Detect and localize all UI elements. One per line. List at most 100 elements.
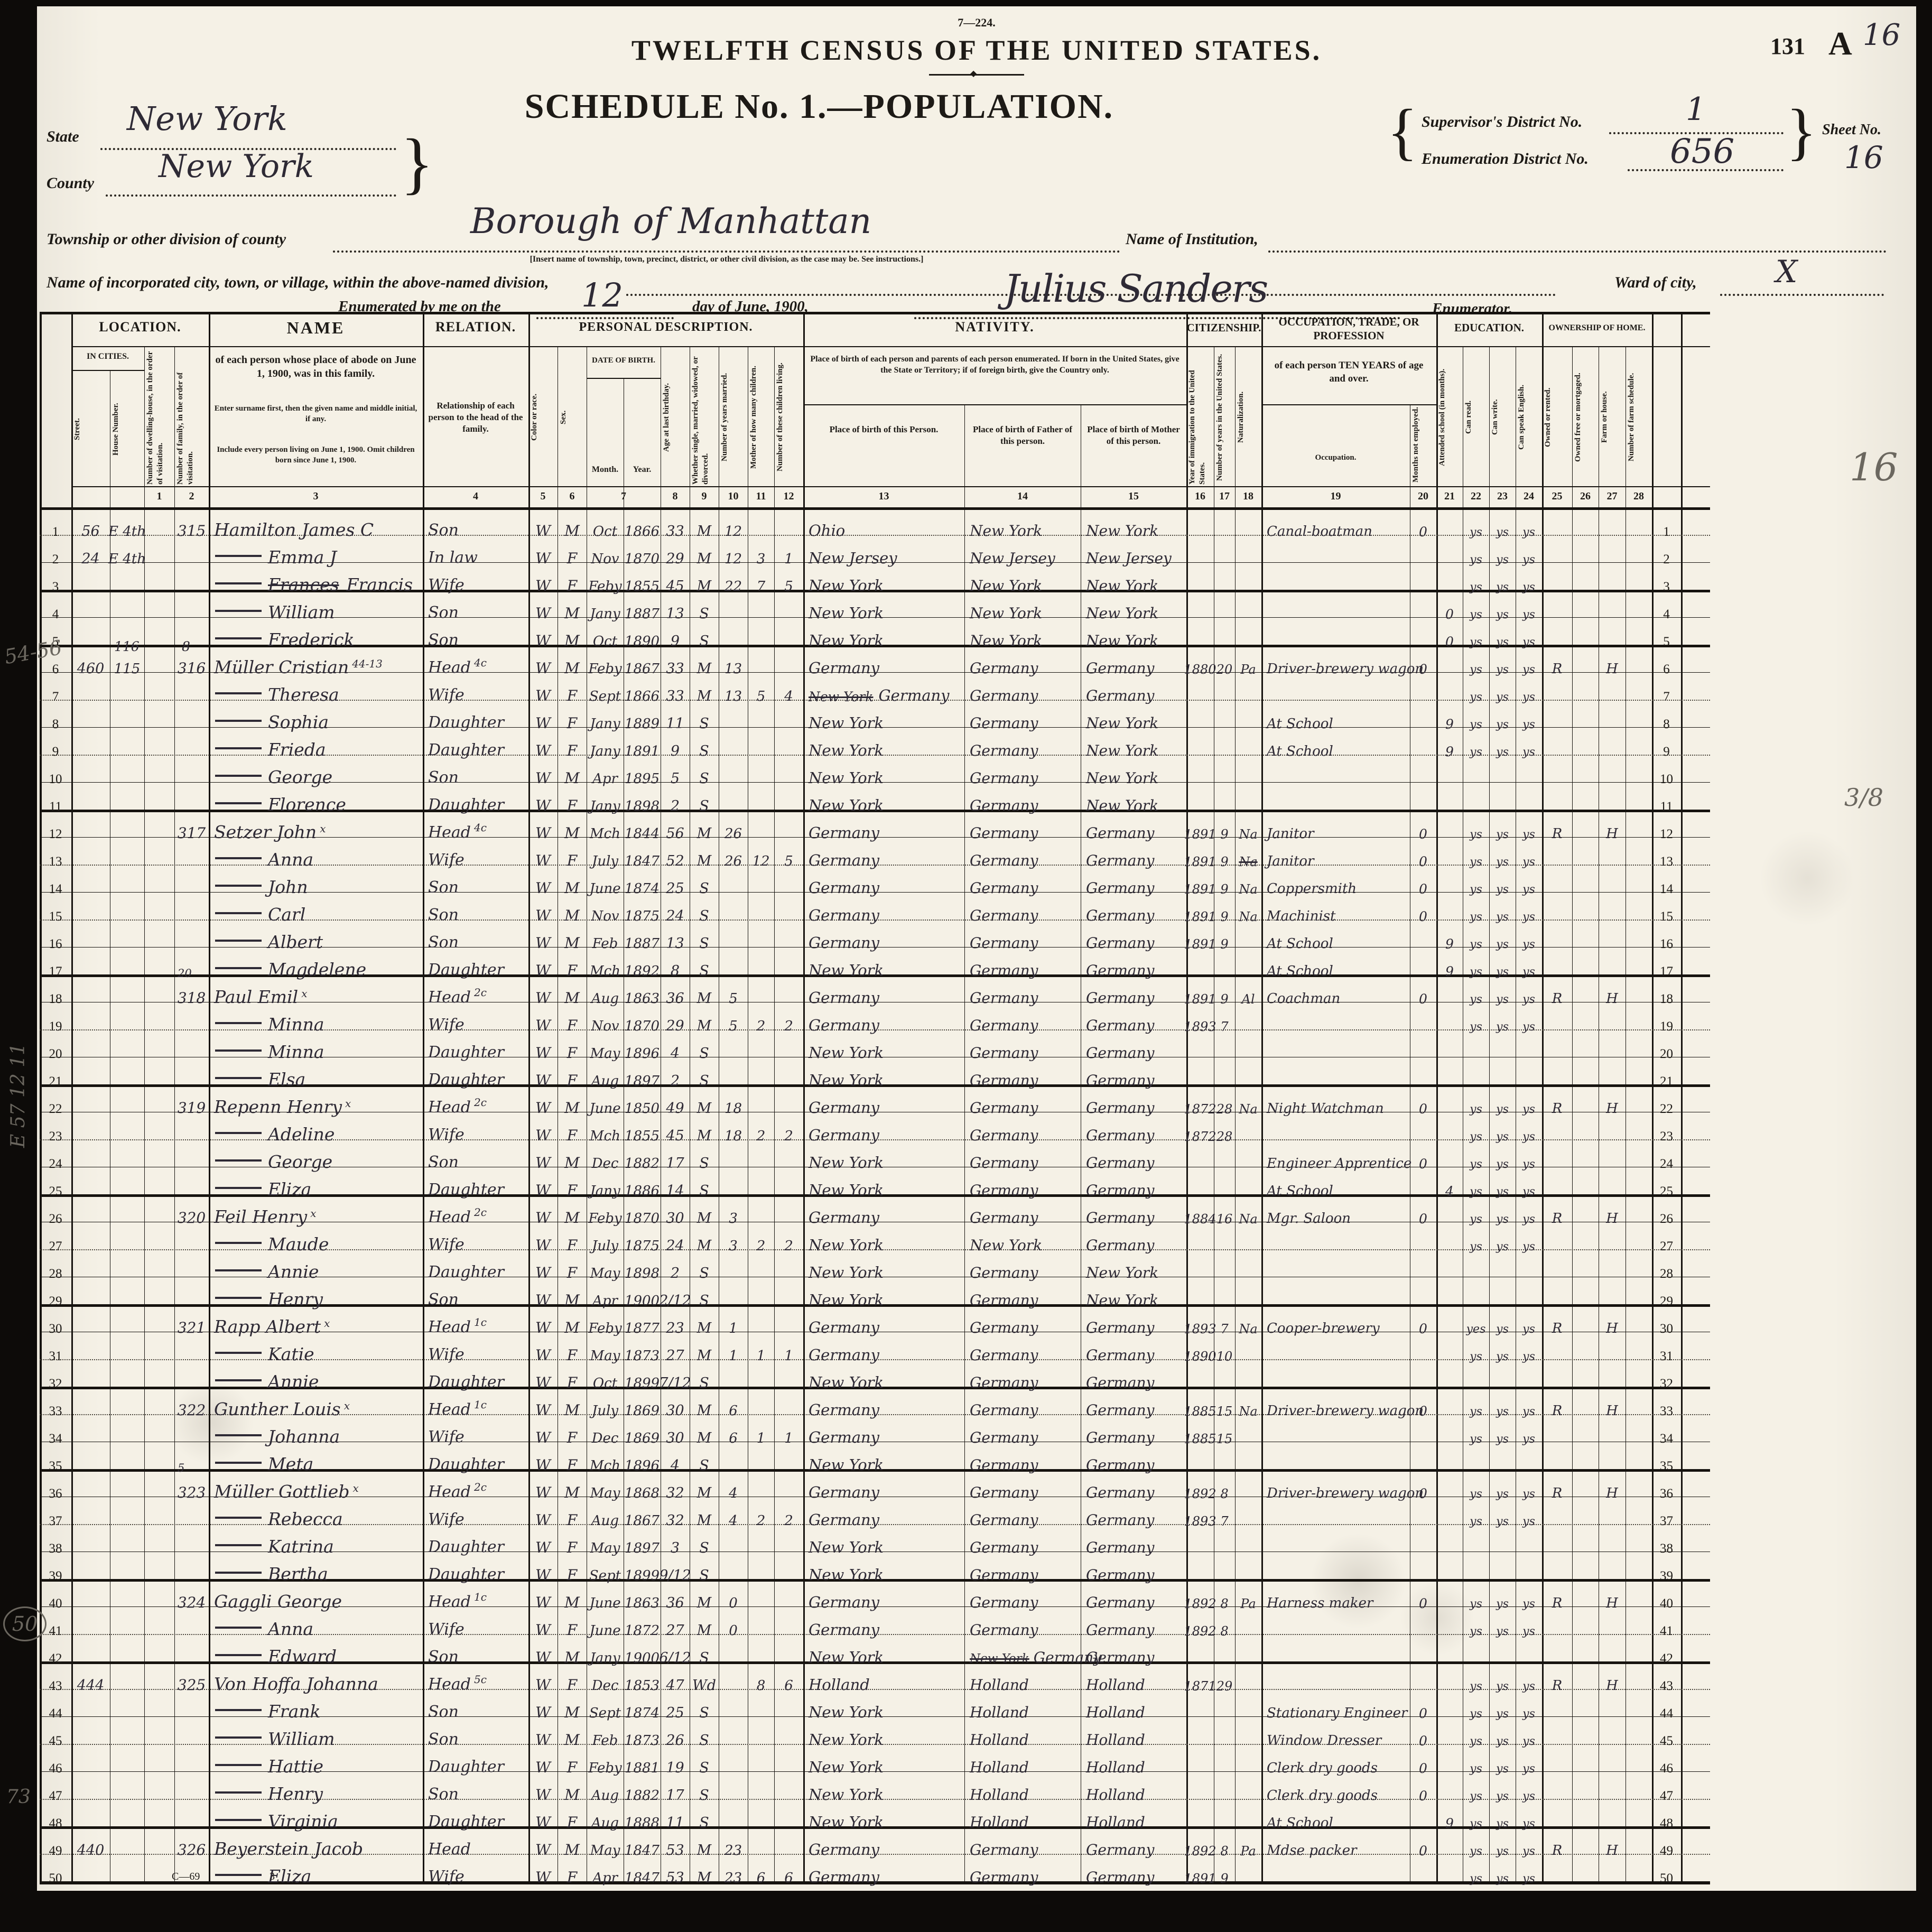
- cell-age: 24: [666, 1238, 684, 1254]
- cell-street: [71, 562, 110, 590]
- line-number-right: 42: [1660, 1651, 1673, 1666]
- cell-free-mortgaged: [1572, 1689, 1599, 1716]
- cell-color-race: W: [535, 1429, 551, 1446]
- cell-house-number: [110, 1359, 144, 1387]
- cell-color-race: W: [535, 1704, 551, 1721]
- cell-dwelling-number: [144, 1661, 174, 1689]
- cell-marital-status: S: [699, 908, 709, 924]
- cell-attended-school: [1436, 1771, 1463, 1799]
- cell-immigration-year: [1186, 755, 1214, 782]
- cell-sex: F: [566, 1869, 578, 1886]
- cell-relation: Wife: [428, 686, 465, 704]
- cell-can-write: ys: [1496, 526, 1509, 539]
- cell-can-write: ys: [1496, 1323, 1509, 1336]
- cell-mother-birthplace: Holland: [1086, 1814, 1145, 1831]
- printer-mark-number: 3: [270, 1871, 275, 1882]
- cell-relation: Daughter: [428, 1538, 504, 1556]
- cell-birth-month: Jany: [590, 1183, 620, 1199]
- cell-street: [71, 1194, 110, 1222]
- cell-street: [71, 782, 110, 810]
- cell-dwelling-number: [144, 1799, 174, 1826]
- cell-marital-status: S: [699, 1183, 709, 1199]
- cell-street: [71, 1139, 110, 1167]
- cell-years-in-us: 8: [1220, 1624, 1229, 1639]
- cell-speak-english: ys: [1522, 1103, 1535, 1116]
- cell-months-unemployed: 0: [1419, 1211, 1427, 1227]
- cell-owned-rented: [1542, 1112, 1572, 1139]
- cell-birth-month: May: [590, 1485, 620, 1501]
- rule: [40, 1771, 1710, 1772]
- cell-color-race: W: [535, 962, 551, 979]
- line-number-right: 40: [1660, 1596, 1673, 1611]
- cell-father-birthplace: Germany: [970, 1374, 1038, 1391]
- column-number: 17: [1219, 490, 1230, 502]
- cell-owned-rented: [1542, 1799, 1572, 1826]
- cell-years-married: [719, 1249, 748, 1277]
- cell-years-married: [719, 1442, 748, 1469]
- cell-house-number: [110, 1634, 144, 1661]
- line-number-left: 14: [49, 882, 62, 896]
- cell-age: 45: [666, 1128, 684, 1144]
- cell-house-number: [110, 947, 144, 974]
- county-value: New York: [159, 148, 314, 185]
- cell-farm-house: [1599, 1744, 1626, 1771]
- cell-farm-house: [1599, 1634, 1626, 1661]
- cell-family-number: [174, 727, 209, 755]
- cell-immigration-year: [1186, 1167, 1214, 1194]
- cell-mother-birthplace: New York: [1086, 632, 1159, 649]
- rule: [40, 755, 1710, 756]
- cell-months-unemployed: [1410, 1414, 1436, 1442]
- cell-farm-house: [1599, 1167, 1626, 1194]
- cell-marital-status: S: [699, 1073, 709, 1089]
- cell-street: [71, 755, 110, 782]
- cell-months-unemployed: 0: [1419, 1486, 1427, 1501]
- cell-color-race: W: [535, 1209, 551, 1227]
- cell-mother-birthplace: New Jersey: [1086, 550, 1172, 567]
- cell-birth-year: 1889: [624, 716, 660, 732]
- cell-birth-year: 1873: [624, 1348, 660, 1364]
- cell-attended-school: 9: [1445, 717, 1454, 732]
- cell-family-number: [174, 1057, 209, 1084]
- cell-mother-birthplace: Germany: [1086, 1099, 1155, 1117]
- cell-attended-school: 0: [1445, 634, 1454, 649]
- cell-attended-school: [1436, 1359, 1463, 1387]
- rule: [40, 919, 1710, 921]
- cell-name: Henry: [209, 1771, 428, 1803]
- cell-street: 56: [81, 523, 100, 540]
- cell-marital-status: M: [696, 1622, 712, 1639]
- cell-house-number: [110, 562, 144, 590]
- cell-immigration-year: 1885: [1184, 1404, 1216, 1419]
- cell-mother-birthplace: Germany: [1086, 1566, 1155, 1584]
- cell-birth-year: 1897: [624, 1073, 660, 1089]
- cell-mother-birthplace: Germany: [1086, 852, 1155, 869]
- cell-can-read: ys: [1470, 1433, 1482, 1446]
- cell-farm-house: [1599, 919, 1626, 947]
- cell-years-in-us: [1214, 1524, 1235, 1552]
- cell-farm-schedule: [1626, 1112, 1652, 1139]
- cell-family-number: 316: [177, 660, 206, 677]
- cell-age: 13: [666, 935, 684, 952]
- cell-father-birthplace: Holland: [970, 1759, 1029, 1776]
- cell-immigration-year: [1186, 947, 1214, 974]
- cell-children-living: [774, 1826, 803, 1854]
- cell-years-married: [719, 590, 748, 617]
- cell-immigration-year: 1890: [1184, 1349, 1216, 1364]
- cell-farm-schedule: [1626, 672, 1652, 700]
- rule: [40, 645, 1710, 647]
- cell-street: [71, 700, 110, 727]
- cell-sex: F: [566, 1017, 578, 1034]
- cell-dwelling-number: [144, 1634, 174, 1661]
- cell-birthplace: New York: [809, 1181, 884, 1199]
- cell-farm-schedule: [1626, 1002, 1652, 1029]
- enumeration-label: Enumeration District No.: [1422, 150, 1589, 168]
- cell-occupation: Clerk dry goods: [1267, 1760, 1378, 1776]
- cell-farm-house: [1599, 535, 1626, 562]
- cell-marital-status: M: [696, 990, 712, 1007]
- cell-can-write: [1489, 1029, 1516, 1057]
- rule: [40, 1304, 1710, 1307]
- cell-street: [71, 1167, 110, 1194]
- cell-immigration-year: [1186, 782, 1214, 810]
- column-number: 12: [783, 490, 794, 502]
- cell-months-unemployed: [1410, 1442, 1436, 1469]
- cell-birthplace: New York: [809, 1154, 884, 1172]
